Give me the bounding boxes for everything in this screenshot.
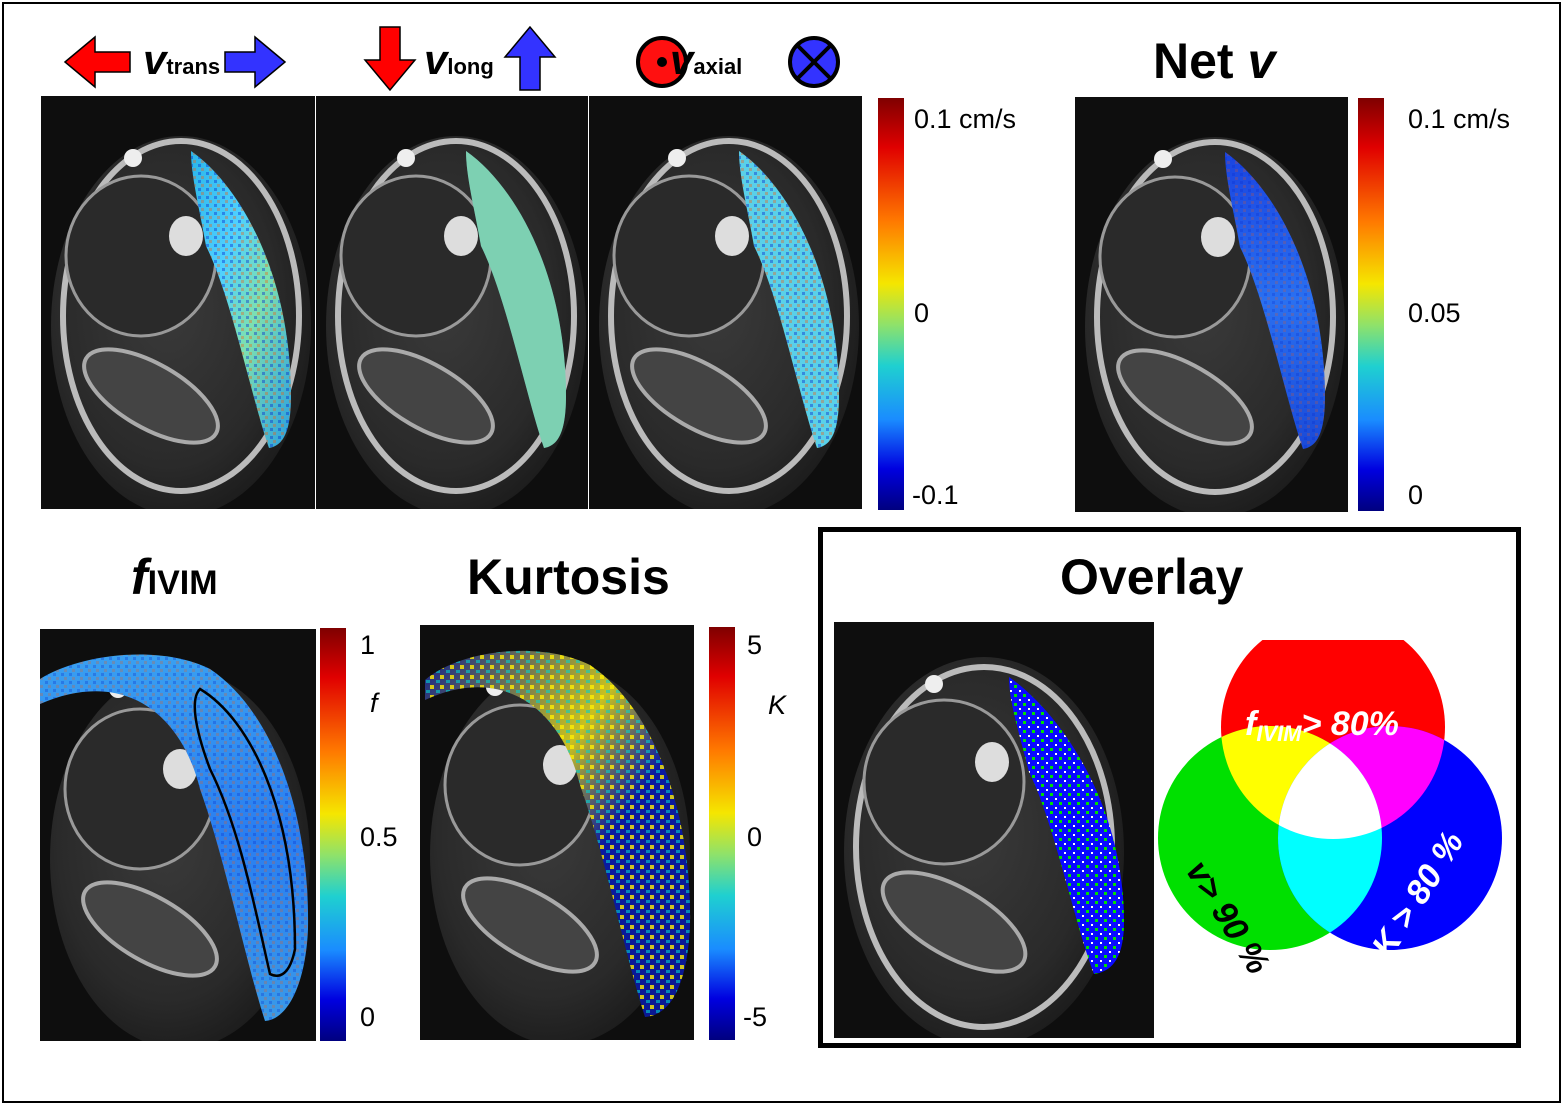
net-colorbar bbox=[1358, 98, 1384, 511]
kurtosis-cbar-var: K bbox=[768, 690, 787, 720]
net-cbar-top: 0.1 cm/s bbox=[1408, 104, 1511, 134]
velocity-colorbar bbox=[878, 98, 904, 510]
kurtosis-cbar-mid: 0 bbox=[747, 822, 763, 852]
longitudinal-arrows bbox=[363, 25, 557, 92]
net-v-title: Net v bbox=[1153, 33, 1276, 89]
venn-center-overlap bbox=[1278, 726, 1382, 839]
mri-fivim-panel bbox=[40, 629, 316, 1041]
v-trans-label: vtrans bbox=[143, 36, 221, 83]
mri-vlong-panel bbox=[316, 96, 588, 509]
axial-symbols bbox=[636, 36, 840, 88]
left-arrow-icon bbox=[63, 35, 131, 89]
kurtosis-title: Kurtosis bbox=[467, 549, 670, 605]
mri-overlay-panel bbox=[834, 622, 1154, 1038]
mri-vaxial-panel bbox=[589, 96, 862, 509]
venn-red-label: fIVIM> 80% bbox=[1245, 705, 1399, 746]
velocity-cbar-mid: 0 bbox=[914, 298, 930, 328]
velocity-cbar-bottom: -0.1 bbox=[912, 480, 959, 510]
v-axial-label: vaxial bbox=[670, 36, 743, 83]
mri-vtrans-panel bbox=[41, 96, 315, 509]
fivim-cbar-mid: 0.5 bbox=[360, 822, 398, 852]
overlay-box bbox=[818, 527, 1521, 1048]
v-long-label: vlong bbox=[424, 36, 494, 83]
net-cbar-bottom: 0 bbox=[1408, 480, 1424, 510]
net-cbar-mid: 0.05 bbox=[1408, 298, 1461, 328]
transverse-arrows bbox=[63, 35, 287, 89]
overlay-title: Overlay bbox=[1060, 549, 1244, 605]
up-arrow-icon bbox=[503, 25, 557, 91]
kurtosis-colorbar bbox=[709, 627, 735, 1040]
venn-diagram: fIVIM> 80% v> 90 % K > 80 % bbox=[1158, 640, 1502, 981]
kurtosis-cbar-bottom: -5 bbox=[743, 1002, 768, 1032]
fivim-title: fIVIM bbox=[131, 549, 218, 605]
kurtosis-cbar-top: 5 bbox=[747, 630, 763, 660]
right-arrow-icon bbox=[224, 35, 287, 89]
fivim-cbar-bottom: 0 bbox=[360, 1002, 376, 1032]
mri-kurtosis-panel bbox=[420, 625, 694, 1040]
velocity-cbar-top: 0.1 cm/s bbox=[914, 104, 1017, 134]
fivim-cbar-top: 1 bbox=[360, 630, 376, 660]
mri-netv-panel bbox=[1075, 97, 1348, 512]
fivim-cbar-var: f bbox=[370, 688, 378, 718]
fivim-colorbar bbox=[320, 628, 346, 1041]
down-arrow-icon bbox=[363, 26, 417, 92]
